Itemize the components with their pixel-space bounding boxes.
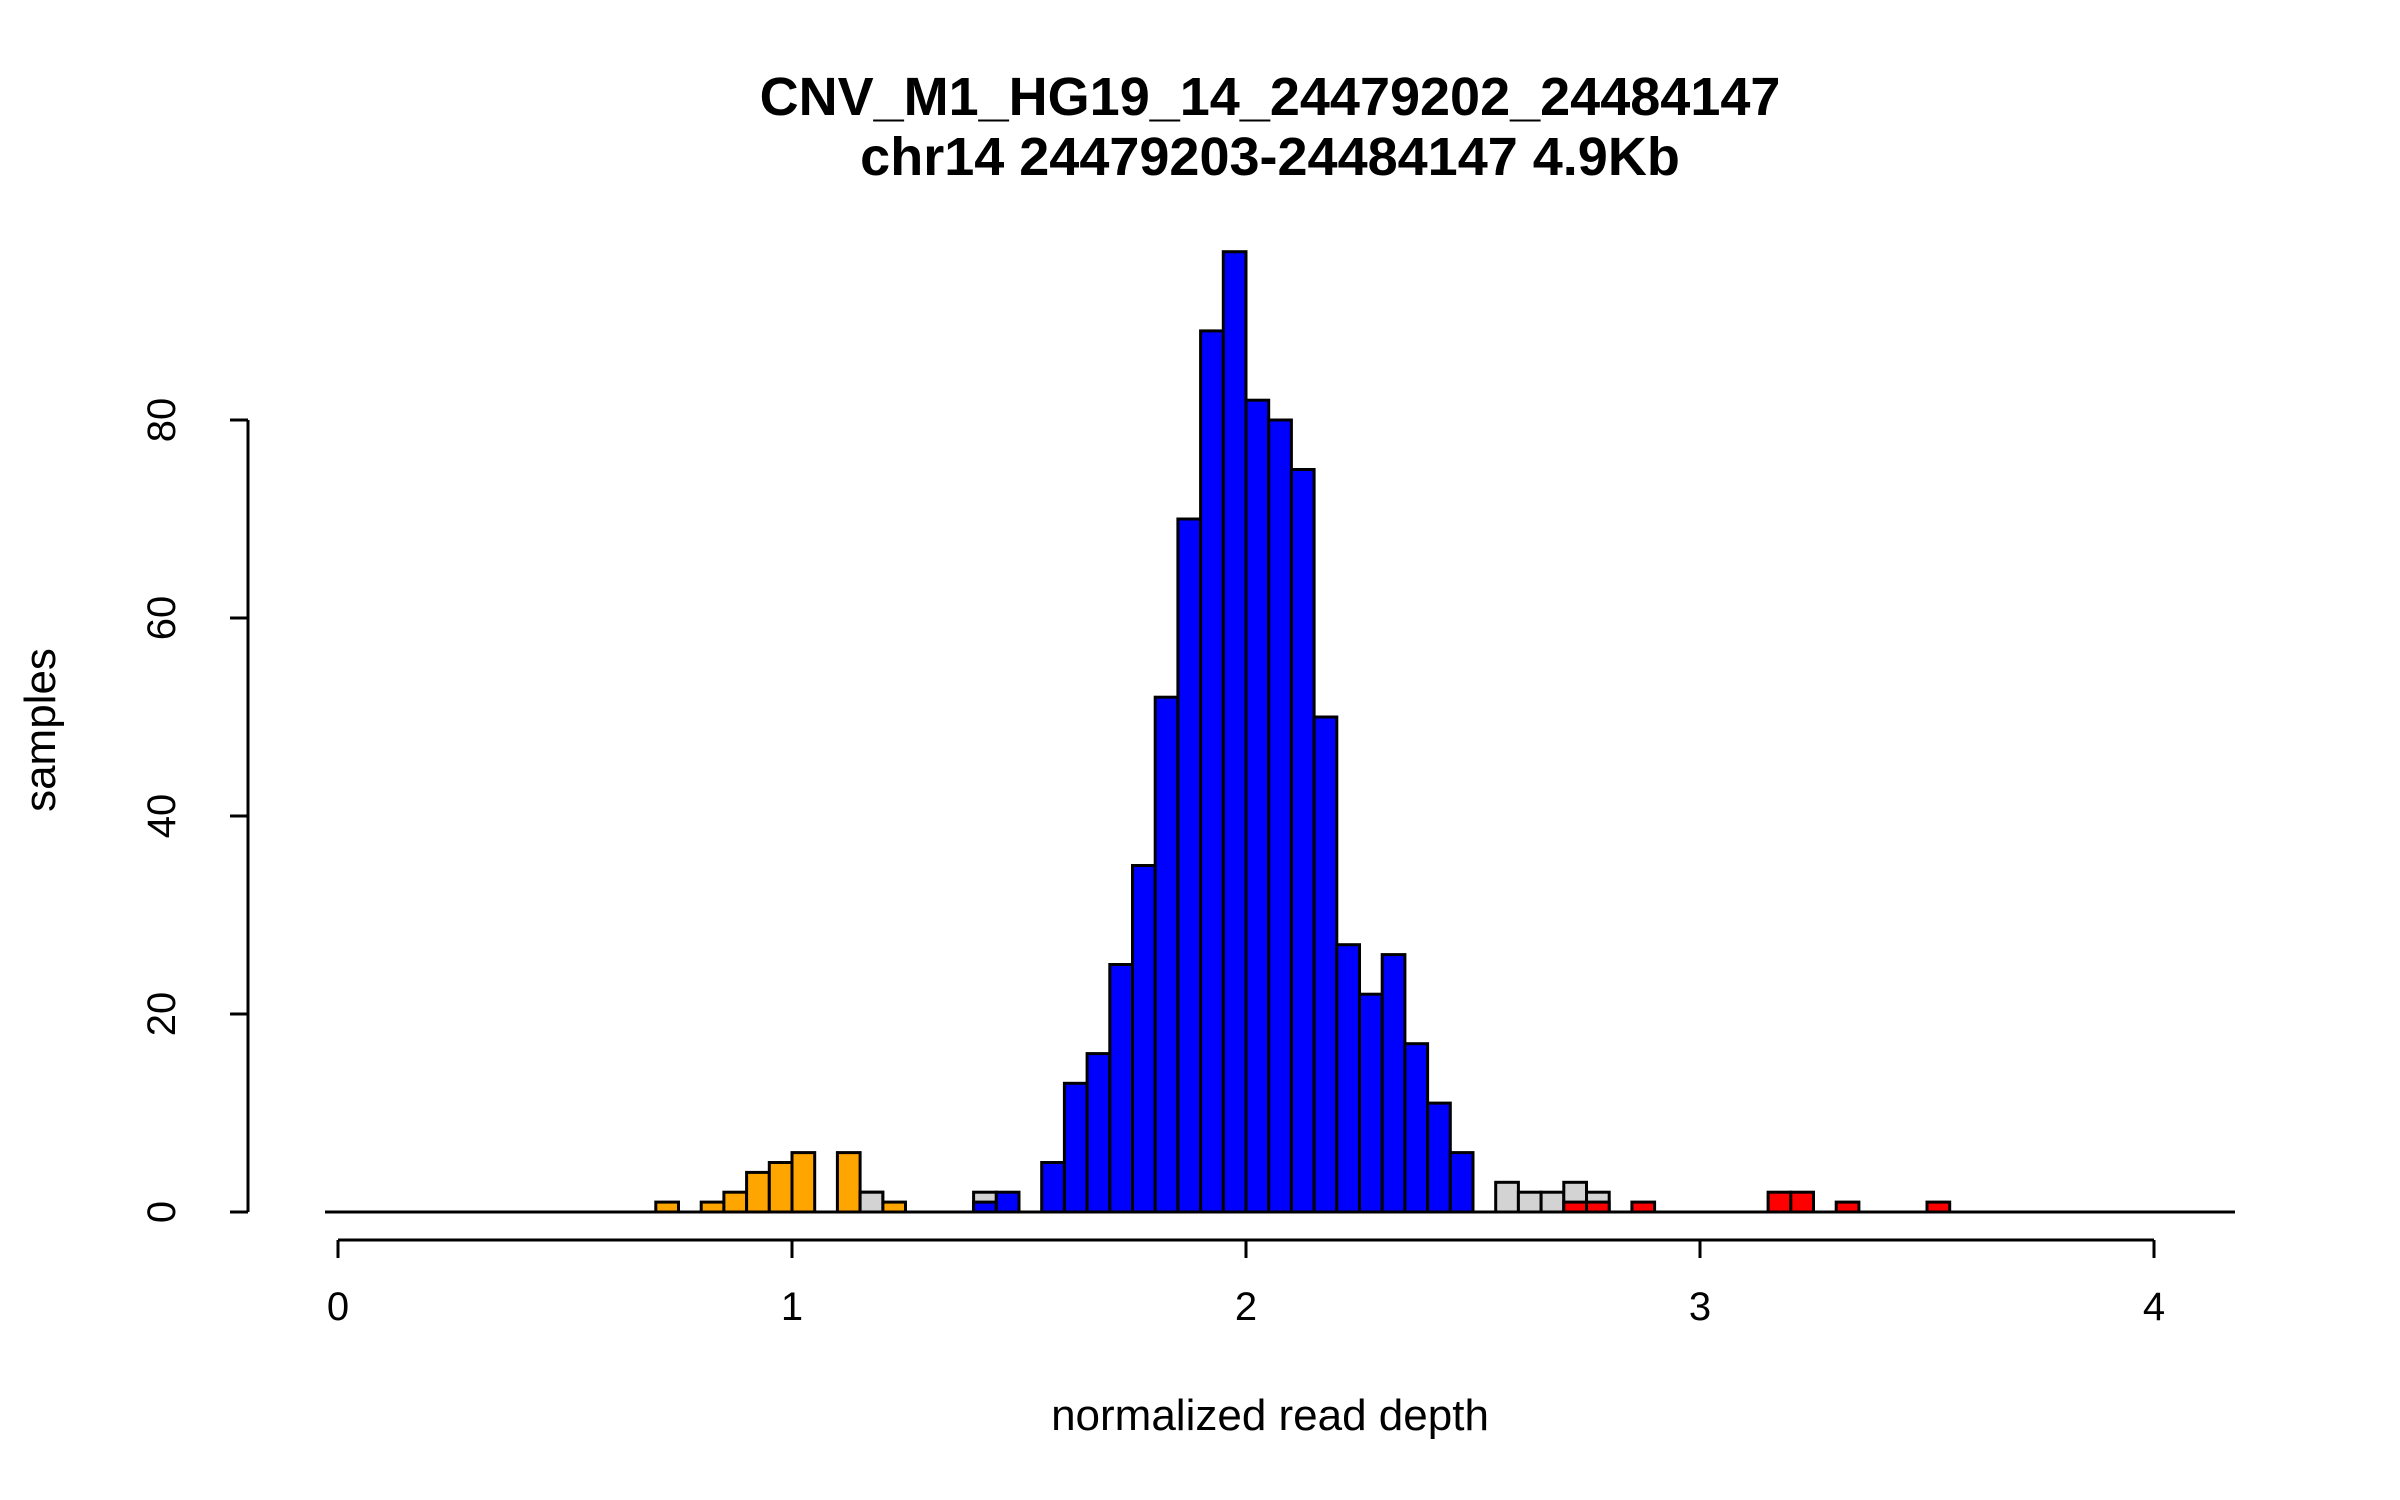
y-tick-label: 80 xyxy=(140,398,184,443)
histogram-bar xyxy=(835,1151,862,1214)
histogram-bars xyxy=(654,250,1952,1214)
histogram-bar xyxy=(1267,418,1293,1214)
histogram-bar xyxy=(1403,1042,1430,1214)
x-tick-label: 4 xyxy=(2143,1285,2165,1329)
histogram-bar xyxy=(1108,963,1135,1214)
histogram-bar xyxy=(1516,1190,1543,1214)
y-tick-label: 0 xyxy=(140,1201,184,1223)
histogram-bar xyxy=(1766,1190,1793,1214)
histogram-bar xyxy=(1312,715,1339,1214)
y-tick-label: 40 xyxy=(140,794,184,839)
y-axis-label: samples xyxy=(16,648,65,812)
histogram-bar xyxy=(1153,695,1180,1214)
histogram-bar xyxy=(722,1190,749,1214)
y-tick-label: 60 xyxy=(140,596,184,641)
x-axis-label: normalized read depth xyxy=(1051,1391,1489,1440)
x-axis: 0 1 2 3 4 xyxy=(327,1238,2165,1329)
histogram-bar xyxy=(1199,329,1225,1214)
histogram-bar xyxy=(858,1190,885,1214)
histogram-bar xyxy=(745,1170,771,1214)
histogram-bar xyxy=(790,1151,817,1214)
histogram-bar xyxy=(1380,953,1407,1214)
x-tick-label: 0 xyxy=(327,1285,349,1329)
y-axis: 0 20 40 60 80 xyxy=(140,398,250,1223)
histogram-bar xyxy=(1448,1151,1475,1214)
histogram-bar xyxy=(1494,1180,1520,1214)
histogram-bar xyxy=(994,1190,1021,1214)
histogram-bar xyxy=(1358,992,1384,1214)
chart-subtitle: chr14 24479203-24484147 4.9Kb xyxy=(860,127,1680,187)
histogram-bar xyxy=(1131,864,1157,1214)
x-tick-label: 3 xyxy=(1689,1285,1711,1329)
chart-title: CNV_M1_HG19_14_24479202_24484147 xyxy=(760,67,1781,127)
histogram-bar xyxy=(1244,398,1271,1214)
histogram-bar xyxy=(1176,517,1203,1214)
x-tick-label: 2 xyxy=(1235,1285,1257,1329)
histogram-bar xyxy=(1062,1081,1089,1214)
histogram-bar xyxy=(1289,468,1316,1214)
histogram-bar xyxy=(767,1161,794,1214)
histogram-bar xyxy=(1789,1190,1816,1214)
histogram-bar xyxy=(1539,1190,1566,1214)
histogram-bar xyxy=(1040,1161,1066,1214)
histogram-bar xyxy=(1221,250,1248,1214)
y-tick-label: 20 xyxy=(140,992,184,1037)
histogram-bar xyxy=(1426,1101,1452,1214)
x-tick-label: 1 xyxy=(781,1285,803,1329)
histogram-bar xyxy=(1335,943,1362,1214)
histogram-bar xyxy=(1085,1052,1112,1214)
